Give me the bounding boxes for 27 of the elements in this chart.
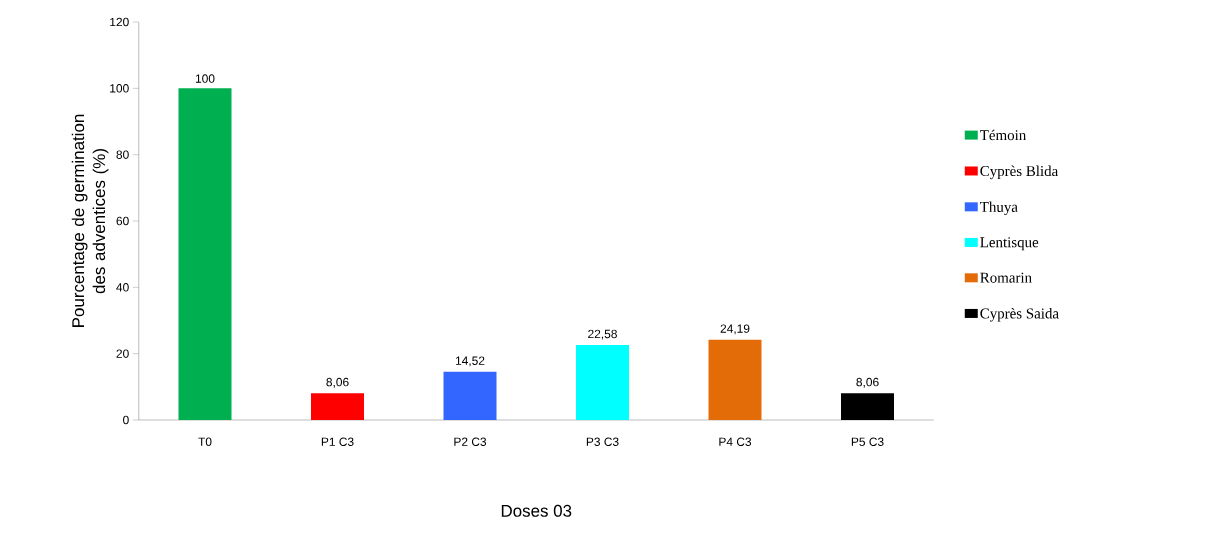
legend-label: Cyprès Saida bbox=[980, 308, 1059, 322]
x-tick-label: P3 C3 bbox=[586, 437, 619, 446]
y-tick-label: 120 bbox=[110, 17, 129, 27]
x-tick-label: P2 C3 bbox=[454, 437, 487, 446]
data-label: 8,06 bbox=[326, 377, 349, 388]
legend-label: Cyprès Blida bbox=[980, 165, 1059, 180]
legend-label: Romarin bbox=[980, 272, 1032, 283]
y-tick-label: 40 bbox=[116, 283, 129, 292]
data-label: 14,52 bbox=[455, 356, 485, 367]
y-tick-label: 80 bbox=[116, 150, 129, 159]
legend-label: Lentisque bbox=[980, 237, 1039, 251]
x-tick-label: P5 C3 bbox=[851, 437, 884, 446]
legend-label: Témoin bbox=[980, 129, 1027, 141]
x-tick-label: P4 C3 bbox=[719, 437, 752, 446]
x-axis-title: Doses 03 bbox=[501, 504, 572, 517]
y-axis-title: Pourcentage de germination des adventices (%) bbox=[71, 114, 109, 327]
y-tick-label: 100 bbox=[110, 84, 129, 93]
y-tick-label: 60 bbox=[116, 216, 129, 226]
data-label: 24,19 bbox=[720, 324, 750, 335]
x-tick-label: P1 C3 bbox=[321, 437, 354, 446]
data-label: 100 bbox=[195, 74, 215, 83]
y-tick-label: 0 bbox=[123, 415, 129, 425]
x-tick-label: T0 bbox=[198, 437, 212, 446]
data-label: 22,58 bbox=[588, 329, 617, 340]
legend-label: Thuya bbox=[980, 201, 1018, 215]
y-tick-label: 20 bbox=[116, 349, 129, 358]
data-label: 8,06 bbox=[856, 377, 879, 388]
